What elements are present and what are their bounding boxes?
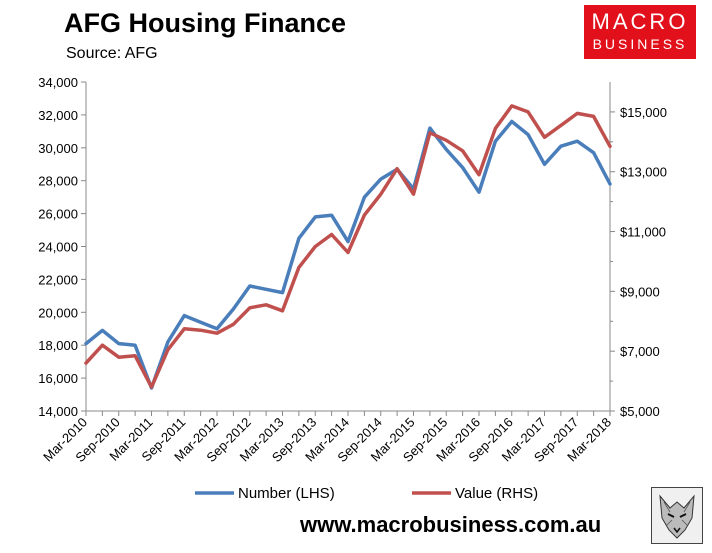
y-left-tick-label: 24,000 (38, 240, 78, 255)
y-right-tick-label: $9,000 (620, 284, 660, 299)
series-line-number (84, 119, 612, 390)
y-left-tick-label: 32,000 (38, 108, 78, 123)
chart-series (84, 104, 612, 390)
website-url: www.macrobusiness.com.au (300, 512, 602, 537)
y-left-tick-label: 28,000 (38, 174, 78, 189)
y-right-tick-label: $7,000 (620, 344, 660, 359)
y-left-tick-label: 18,000 (38, 338, 78, 353)
chart-legend: Number (LHS) Value (RHS) (195, 485, 538, 502)
chart-title: AFG Housing Finance (64, 8, 347, 38)
series-line-value (84, 104, 612, 389)
y-right-tick-label: $13,000 (620, 165, 667, 180)
y-right-tick-label: $11,000 (620, 225, 666, 240)
chart-source: Source: AFG (66, 45, 158, 62)
logo-line-business: BUSINESS (592, 36, 688, 52)
y-left-tick-label: 30,000 (38, 141, 78, 156)
y-right-tick-label: $5,000 (620, 404, 660, 419)
y-left-tick-label: 34,000 (38, 75, 78, 90)
y-left-tick-label: 22,000 (38, 272, 78, 287)
legend-label: Value (RHS) (455, 485, 538, 502)
y-right-tick-label: $15,000 (620, 105, 667, 120)
wolf-icon (659, 494, 695, 539)
macrobusiness-logo: MACRO BUSINESS (584, 5, 696, 59)
y-left-tick-label: 20,000 (38, 305, 78, 320)
wolf-logo-image (651, 487, 703, 544)
y-left-tick-label: 14,000 (38, 404, 78, 419)
y-left-tick-label: 16,000 (38, 371, 78, 386)
y-left-tick-label: 26,000 (38, 207, 78, 222)
logo-line-macro: MACRO (591, 9, 689, 34)
chart-axes: 14,000 16,000 18,000 20,000 22,000 24,000 26,0… (38, 75, 667, 465)
legend-label: Number (LHS) (238, 485, 335, 502)
